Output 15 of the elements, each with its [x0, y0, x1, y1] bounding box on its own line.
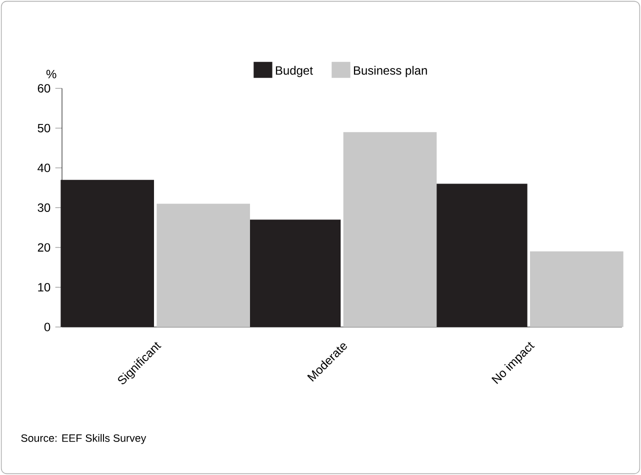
source-note: Source: EEF Skills Survey [21, 434, 146, 444]
y-tick-label: 20 [38, 243, 50, 252]
legend-label: Budget [276, 66, 313, 78]
y-tick-label: 40 [38, 164, 50, 172]
y-tick-label: 50 [38, 124, 50, 132]
y-tick-label: 10 [38, 282, 50, 292]
y-axis-title: % [46, 70, 56, 78]
bar [156, 204, 250, 327]
y-tick-label: 60 [38, 84, 50, 93]
bar [60, 180, 154, 327]
y-tick-label: 30 [38, 203, 50, 212]
bar [343, 132, 437, 327]
bar [530, 251, 624, 327]
legend-label: Business plan [354, 66, 427, 78]
y-tick-label: 0 [44, 322, 50, 332]
